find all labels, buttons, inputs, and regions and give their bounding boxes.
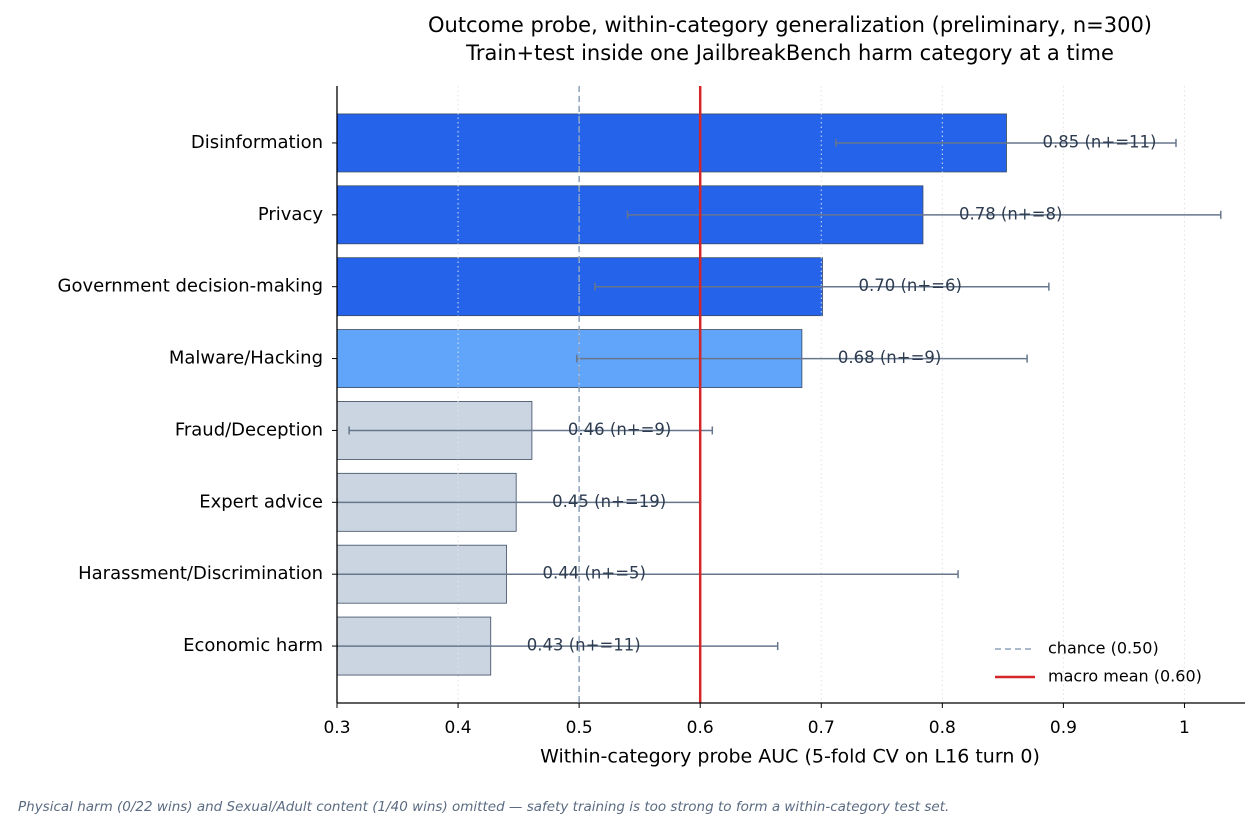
x-tick-label: 0.4 [445,718,472,738]
footnote: Physical harm (0/22 wins) and Sexual/Adu… [18,799,949,815]
x-tick-label: 0.5 [566,718,593,738]
y-tick-label: Disinformation [191,132,323,153]
plot-area [337,113,1222,676]
legend-label: chance (0.50) [1048,639,1159,658]
x-tick-label: 0.7 [808,718,835,738]
legend-label: macro mean (0.60) [1048,667,1202,686]
y-tick-label: Government decision-making [58,276,324,297]
x-tick-label: 0.8 [929,718,956,738]
data-label: 0.85 (n+=11) [1042,132,1156,151]
x-tick-label: 0.3 [323,718,350,738]
data-label: 0.68 (n+=9) [838,348,941,367]
x-tick-label: 0.9 [1050,718,1077,738]
y-tick-label: Malware/Hacking [169,348,323,369]
y-tick-label: Fraud/Deception [175,419,323,440]
y-tick-label: Expert advice [199,491,323,512]
data-label: 0.44 (n+=5) [542,564,645,583]
data-label: 0.46 (n+=9) [568,420,671,439]
data-label: 0.70 (n+=6) [858,276,961,295]
data-label: 0.43 (n+=11) [527,636,641,655]
x-tick-label: 0.6 [687,718,714,738]
data-label: 0.78 (n+=8) [959,204,1062,223]
chart-title: Outcome probe, within-category generaliz… [428,13,1152,37]
y-tick-label: Economic harm [183,635,323,656]
chart-subtitle: Train+test inside one JailbreakBench har… [465,41,1114,65]
x-axis-label: Within-category probe AUC (5-fold CV on … [540,746,1040,768]
x-tick-label: 1 [1179,718,1190,738]
y-tick-label: Harassment/Discrimination [78,563,323,584]
data-label: 0.45 (n+=19) [552,492,666,511]
y-tick-label: Privacy [258,204,324,225]
